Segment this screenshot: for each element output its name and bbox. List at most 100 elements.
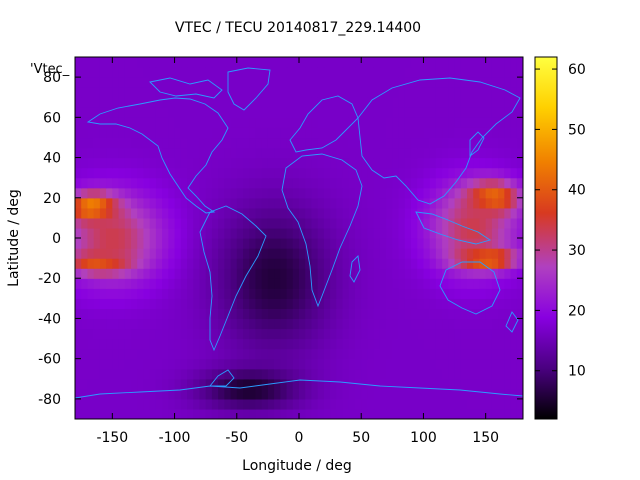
heat-cell xyxy=(292,97,300,108)
heat-cell xyxy=(454,258,462,269)
heat-cell xyxy=(467,328,474,340)
heat-cell xyxy=(442,227,449,239)
heat-cell xyxy=(274,137,281,149)
heat-cell xyxy=(429,308,437,320)
heat-cell xyxy=(348,97,356,108)
heat-cell xyxy=(168,338,176,350)
heat-cell xyxy=(473,358,481,370)
heat-cell xyxy=(348,378,356,390)
heat-cell xyxy=(187,197,194,209)
heat-cell xyxy=(336,368,344,380)
heat-cell xyxy=(311,97,319,108)
heat-cell xyxy=(230,388,238,400)
heat-cell xyxy=(81,97,89,108)
heat-cell xyxy=(379,227,387,239)
heat-cell xyxy=(342,167,350,179)
heat-cell xyxy=(423,248,431,259)
heat-cell xyxy=(211,97,219,108)
heat-cell xyxy=(361,137,369,149)
heat-cell xyxy=(398,308,406,320)
heat-cell xyxy=(137,167,145,179)
heat-cell xyxy=(485,318,493,330)
heat-cell xyxy=(75,117,82,128)
heat-cell xyxy=(317,288,325,299)
heat-cell xyxy=(516,217,523,229)
heat-cell xyxy=(149,77,157,88)
heat-cell xyxy=(99,97,107,108)
heat-cell xyxy=(454,167,462,179)
heat-cell xyxy=(392,187,400,199)
heat-cell xyxy=(261,167,269,179)
heat-cell xyxy=(218,408,225,419)
heat-cell xyxy=(510,167,518,179)
heat-cell xyxy=(361,57,369,68)
heat-cell xyxy=(448,137,456,149)
heat-cell xyxy=(218,127,225,139)
heat-cell xyxy=(411,298,418,309)
heat-cell xyxy=(411,177,418,189)
heat-cell xyxy=(205,318,213,330)
heat-cell xyxy=(317,248,325,259)
heat-cell xyxy=(143,318,151,330)
heat-cell xyxy=(379,127,387,139)
heat-cell xyxy=(454,217,462,229)
heat-cell xyxy=(99,197,107,209)
heat-cell xyxy=(131,217,138,229)
heat-cell xyxy=(386,227,393,239)
heat-cell xyxy=(81,197,89,209)
heat-cell xyxy=(398,137,406,149)
heat-cell xyxy=(367,57,375,68)
heat-cell xyxy=(112,238,120,249)
heat-cell xyxy=(336,57,344,68)
heat-cell xyxy=(106,398,113,410)
heat-cell xyxy=(454,368,462,380)
heat-cell xyxy=(224,288,232,299)
heat-cell xyxy=(81,288,89,299)
heat-cell xyxy=(267,298,275,309)
heat-cell xyxy=(205,408,213,419)
heat-cell xyxy=(93,268,101,279)
heat-cell xyxy=(286,67,294,78)
heat-cell xyxy=(149,67,157,78)
heat-cell xyxy=(106,157,113,169)
heat-cell xyxy=(224,227,232,239)
heat-cell xyxy=(317,67,325,78)
heat-cell xyxy=(286,368,294,380)
heat-cell xyxy=(155,258,163,269)
heat-cell xyxy=(118,308,126,320)
heat-cell xyxy=(112,97,120,108)
heat-cell xyxy=(323,288,331,299)
heat-cell xyxy=(305,177,313,189)
heat-cell xyxy=(93,248,101,259)
heat-cell xyxy=(516,177,523,189)
coast-antarctica xyxy=(75,379,523,419)
heat-cell xyxy=(249,187,257,199)
heat-cell xyxy=(261,408,269,419)
heat-cell xyxy=(199,67,207,78)
heat-cell xyxy=(205,107,213,118)
heat-cell xyxy=(448,258,456,269)
heat-cell xyxy=(93,97,101,108)
heat-cell xyxy=(516,57,523,68)
heat-cell xyxy=(479,318,487,330)
heat-cell xyxy=(267,248,275,259)
heat-cell xyxy=(404,197,412,209)
heat-cell xyxy=(261,268,269,279)
heat-cell xyxy=(342,147,350,159)
heat-cell xyxy=(274,358,281,370)
heat-cell xyxy=(249,348,257,360)
heat-cell xyxy=(87,87,95,98)
coast-australia xyxy=(439,261,501,315)
heat-cell xyxy=(485,127,493,139)
heat-cell xyxy=(162,368,169,380)
heat-cell xyxy=(218,217,225,229)
heat-cell xyxy=(218,248,225,259)
heat-cell xyxy=(479,117,487,128)
heat-cell xyxy=(510,298,518,309)
heat-cell xyxy=(124,308,132,320)
heat-cell xyxy=(236,77,244,88)
heat-cell xyxy=(267,348,275,360)
heat-cell xyxy=(342,127,350,139)
heat-cell xyxy=(498,258,505,269)
heat-cell xyxy=(311,348,319,360)
